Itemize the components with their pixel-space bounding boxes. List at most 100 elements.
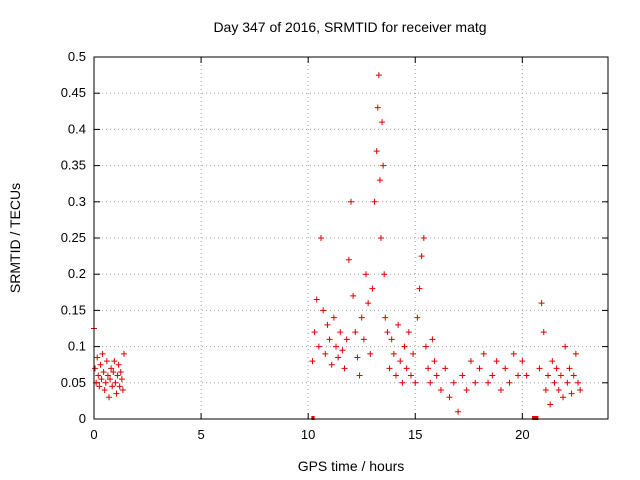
- x-tick-label: 15: [408, 427, 422, 442]
- data-point: [114, 372, 121, 379]
- data-point: [99, 350, 106, 357]
- data-point: [362, 271, 369, 278]
- y-tick-label: 0.2: [68, 266, 86, 281]
- x-axis-title: GPS time / hours: [298, 458, 405, 474]
- data-point: [318, 235, 325, 241]
- data-point: [105, 394, 112, 401]
- data-point: [519, 358, 526, 365]
- zero-value-points: [531, 416, 539, 420]
- data-point: [352, 329, 359, 336]
- data-point: [515, 372, 522, 379]
- data-points: [91, 72, 584, 420]
- data-point: [472, 379, 479, 386]
- data-point: [395, 321, 402, 328]
- data-point: [568, 390, 575, 397]
- data-point: [382, 314, 389, 321]
- data-point: [551, 379, 558, 386]
- data-point: [545, 372, 552, 379]
- data-point: [381, 271, 388, 278]
- data-point: [392, 372, 399, 379]
- data-point: [429, 336, 436, 343]
- data-point: [348, 198, 354, 205]
- data-point: [116, 383, 123, 390]
- x-tick-label: 10: [301, 427, 315, 442]
- data-point: [373, 148, 380, 155]
- data-point: [330, 314, 337, 321]
- data-point: [536, 365, 543, 372]
- y-tick-label: 0.15: [61, 302, 86, 317]
- data-point: [337, 329, 344, 336]
- data-point: [94, 354, 101, 361]
- data-point: [101, 387, 108, 394]
- y-tick-label: 0.35: [61, 158, 86, 173]
- y-tick-label: 0.1: [68, 339, 86, 354]
- data-point: [540, 329, 547, 336]
- data-point: [420, 235, 427, 241]
- data-point: [313, 296, 320, 303]
- data-point: [360, 336, 367, 343]
- data-point: [369, 285, 376, 292]
- data-point: [365, 300, 372, 307]
- data-point: [119, 387, 126, 394]
- plot-frame: [93, 56, 609, 420]
- data-point: [557, 372, 564, 379]
- y-axis-title: SRMTID / TECUs: [7, 183, 23, 293]
- data-point: [322, 350, 329, 357]
- data-point: [371, 198, 378, 205]
- data-point: [117, 368, 124, 375]
- data-point: [100, 368, 107, 375]
- x-tick-label: 5: [197, 427, 204, 442]
- data-point: [564, 379, 571, 386]
- y-tick-label: 0.5: [68, 49, 86, 64]
- data-point: [315, 343, 322, 350]
- data-point: [485, 379, 492, 386]
- data-point: [549, 358, 556, 365]
- data-point: [459, 372, 466, 379]
- data-point: [489, 372, 496, 379]
- data-point: [92, 365, 99, 372]
- data-point: [547, 401, 554, 408]
- data-point: [309, 358, 316, 365]
- x-tick-label: 0: [90, 427, 97, 442]
- data-point: [108, 365, 115, 372]
- data-point: [560, 394, 567, 401]
- data-point: [341, 365, 348, 372]
- y-tick-label: 0.4: [68, 121, 86, 136]
- data-point: [442, 365, 449, 372]
- data-point: [326, 336, 333, 343]
- data-point: [96, 383, 103, 390]
- data-point: [374, 104, 381, 111]
- grid-lines: [94, 57, 608, 419]
- data-point: [354, 354, 361, 361]
- data-point: [333, 343, 340, 350]
- data-point: [422, 343, 429, 350]
- data-point: [410, 350, 417, 357]
- axis-ticks: 0 0.05 0.1 0.15 0.2 0.25 0.3 0.35 0.4 0.45 0.5 0 5 10…: [61, 49, 608, 442]
- data-point: [397, 358, 404, 365]
- data-point: [506, 379, 513, 386]
- data-point: [476, 365, 483, 372]
- data-point: [401, 343, 408, 350]
- data-point: [575, 379, 582, 386]
- data-point: [399, 379, 406, 386]
- data-point: [502, 365, 509, 372]
- data-point: [418, 253, 425, 260]
- data-point: [416, 285, 423, 292]
- data-point: [103, 358, 110, 365]
- data-point: [335, 354, 342, 361]
- data-point: [98, 376, 105, 383]
- data-point: [390, 350, 397, 357]
- zero-value-points: [311, 416, 315, 420]
- data-point: [497, 387, 504, 394]
- data-point: [523, 372, 530, 379]
- data-point: [367, 350, 374, 357]
- data-point: [320, 307, 327, 314]
- data-point: [380, 162, 387, 169]
- chart-title: Day 347 of 2016, SRMTID for receiver mat…: [213, 19, 486, 35]
- data-point: [403, 365, 410, 372]
- data-point: [343, 336, 350, 343]
- x-tick-label: 20: [515, 427, 529, 442]
- data-point: [542, 387, 549, 394]
- data-point: [493, 358, 500, 365]
